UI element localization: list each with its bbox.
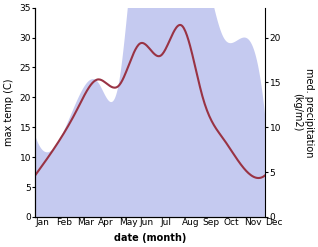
Y-axis label: max temp (C): max temp (C): [4, 79, 14, 146]
Y-axis label: med. precipitation
(kg/m2): med. precipitation (kg/m2): [292, 67, 314, 157]
X-axis label: date (month): date (month): [114, 233, 187, 243]
